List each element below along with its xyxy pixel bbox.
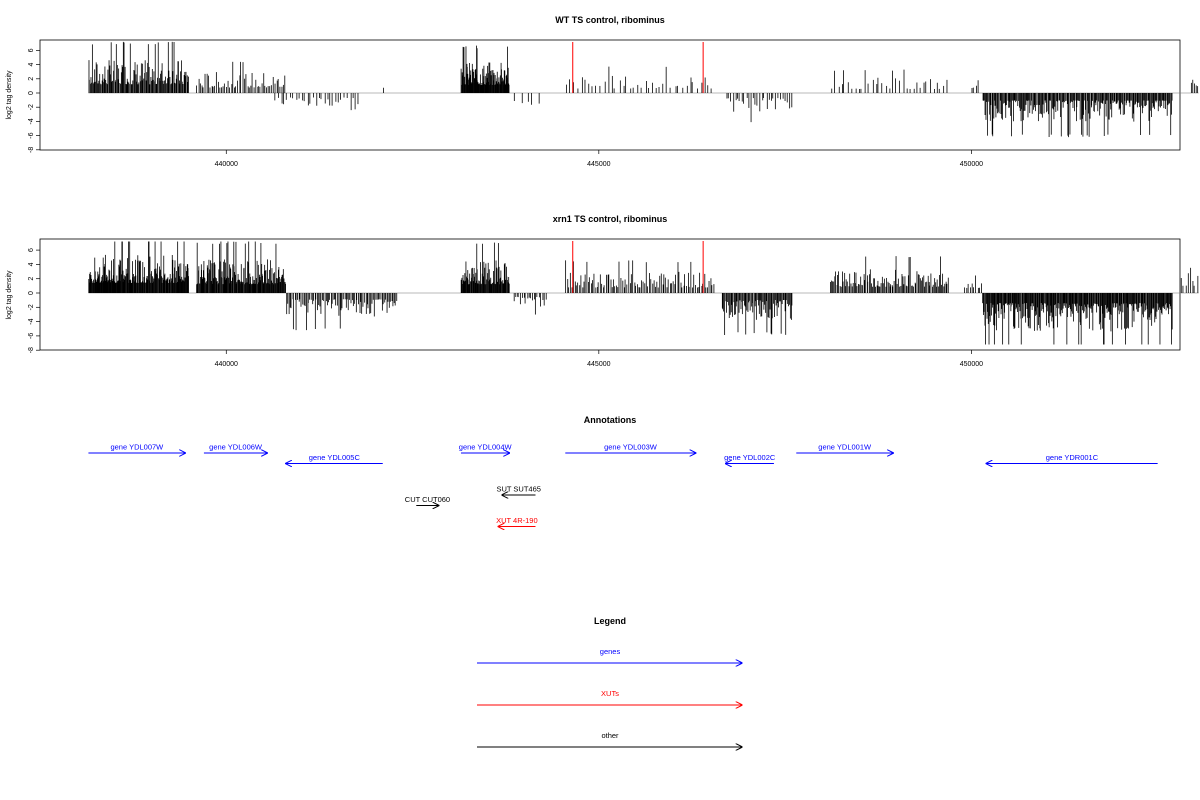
y-tick-label: -2 [28,304,35,310]
legend-item-gene: genes [477,647,742,663]
x-tick-label: 450000 [960,361,983,368]
annotations-title: Annotations [584,415,637,425]
annotation-items: gene YDL007W gene YDL006W gene YDL005C gene… [88,443,1158,527]
legend-title: Legend [594,616,626,626]
x-ticks: 440000 445000 450000 [215,350,983,368]
annotation-other: SUT SUT465 [496,485,541,496]
legend-label: other [601,731,619,740]
y-tick-label: -4 [28,318,35,324]
xrn1-density-panel: xrn1 TS control, ribominus log2 tag dens… [6,214,1199,368]
panel-title: WT TS control, ribominus [555,15,665,25]
annotation-label: gene YDR001C [1046,453,1099,462]
annotation-label: XUT 4R-190 [496,516,538,525]
annotation-gene: gene YDL002C [724,453,776,464]
annotation-label: gene YDL003W [604,443,658,452]
x-ticks: 440000 445000 450000 [215,150,983,168]
y-axis-label: log2 tag density [6,270,13,320]
y-tick-label: 2 [28,77,35,81]
y-tick-label: 4 [28,63,35,67]
annotation-gene: gene YDL003W [565,443,695,454]
annotations-panel: Annotations gene YDL007W gene YDL006Wgene… [88,415,1158,527]
annotation-xut: XUT 4R-190 [496,516,538,527]
y-tick-label: -6 [28,333,35,339]
y-tick-label: -2 [28,104,35,110]
y-tick-label: 0 [28,291,35,295]
legend-item-xut: XUTs [477,689,742,705]
x-tick-label: 445000 [587,161,610,168]
y-tick-label: 6 [28,248,35,252]
legend-item-other: other [477,731,742,747]
y-tick-label: -8 [28,347,35,353]
y-tick-label: 4 [28,262,35,266]
annotation-label: gene YDL007W [110,443,164,452]
y-axis-label: log2 tag density [6,70,13,120]
legend-items: genes XUTs other [477,647,742,747]
annotation-gene: gene YDR001C [986,453,1158,464]
annotation-label: gene YDL005C [309,453,361,462]
y-ticks: -8 -6 -4 -2 0 2 4 6 [28,248,40,353]
y-tick-label: -6 [28,132,35,138]
legend-label: XUTs [601,689,619,698]
highlight-lines [572,42,704,93]
legend-label: genes [600,647,621,656]
y-tick-label: 6 [28,48,35,52]
x-tick-label: 450000 [960,161,983,168]
annotation-label: gene YDL002C [724,453,776,462]
y-ticks: -8 -6 -4 -2 0 2 4 6 [28,48,40,153]
annotation-other: CUT CUT060 [405,495,450,506]
plot-frame [39,238,1181,351]
annotation-label: gene YDL004W [459,443,513,452]
annotation-gene: gene YDL001W [796,443,893,454]
legend-panel: Legend genes XUTs other [477,616,742,747]
x-tick-label: 440000 [215,361,238,368]
annotation-label: gene YDL001W [818,443,872,452]
wt-density-panel: WT TS control, ribominus log2 tag densit… [6,15,1199,168]
x-tick-label: 440000 [215,161,238,168]
annotation-label: CUT CUT060 [405,495,450,504]
y-tick-label: 2 [28,277,35,281]
y-tick-label: -4 [28,118,35,124]
annotation-gene: gene YDL005C [286,453,383,464]
plot-frame [39,39,1181,151]
y-tick-label: 0 [28,91,35,95]
annotation-gene: gene YDL006W [203,443,267,454]
y-tick-label: -8 [28,147,35,153]
annotation-gene: gene YDL004W [459,443,513,454]
density-bars [88,41,1199,138]
annotation-label: SUT SUT465 [496,485,540,494]
annotation-gene: gene YDL007W [88,443,185,454]
density-bars [88,241,1199,345]
highlight-lines [572,241,704,293]
annotation-label: gene YDL006W [209,443,263,452]
x-tick-label: 445000 [587,361,610,368]
panel-title: xrn1 TS control, ribominus [553,214,668,224]
